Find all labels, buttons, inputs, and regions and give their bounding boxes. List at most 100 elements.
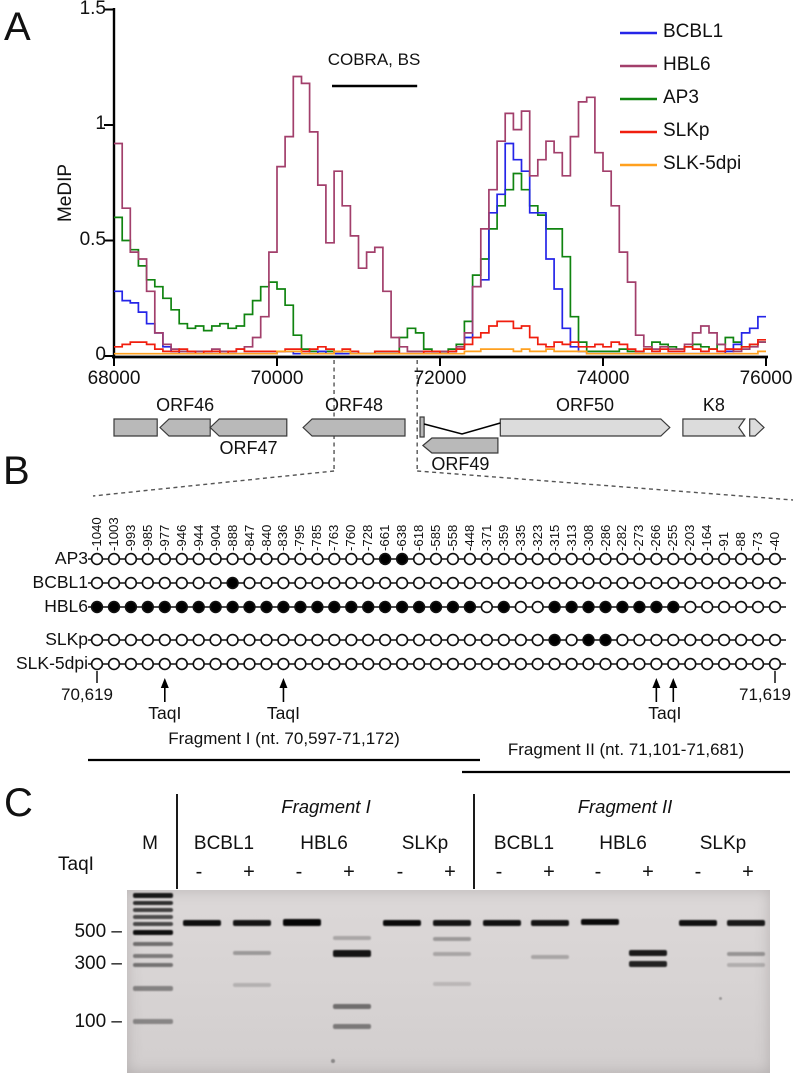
size-marker-100: 100 – (74, 1011, 122, 1032)
ladder-band (133, 893, 173, 898)
row-label-slkp: SLKp (45, 629, 88, 649)
methylation-circle-bcbl1--993 (124, 576, 138, 590)
methylation-circle-slk-5dpi--993 (124, 657, 138, 671)
methylation-circle-bcbl1--286 (599, 576, 612, 590)
methylation-circle-hbl6--164 (700, 600, 714, 614)
methylation-circle-bcbl1--977 (158, 576, 172, 590)
methylation-circle-hbl6--840 (260, 600, 273, 614)
cpg-position-label: -760 (343, 524, 359, 551)
gel-band (679, 920, 717, 926)
cpg-position-label: -836 (275, 524, 291, 551)
methylation-circle-slkp--313 (565, 633, 578, 647)
dashed-diagonal-right (417, 470, 794, 501)
cpg-position-label: -164 (699, 524, 715, 551)
cpg-position-label: -618 (411, 524, 427, 551)
methylation-circle-slk-5dpi--273 (633, 657, 646, 671)
methylation-circle-ap3--448 (463, 552, 477, 566)
cpg-position-label: -795 (292, 524, 308, 551)
dashed-diagonal-left (92, 470, 335, 497)
gene-label-orf48: ORF48 (325, 395, 384, 415)
methylation-circle-ap3--904 (209, 552, 222, 566)
cpg-position-label: -273 (631, 524, 647, 551)
methylation-circle-hbl6--448 (463, 600, 477, 614)
methylation-circle-hbl6--1003 (107, 600, 121, 614)
methylation-circle-bcbl1--728 (362, 576, 375, 590)
methylation-circle-slk-5dpi--785 (311, 657, 324, 671)
gene-orf47 (209, 418, 288, 437)
taqi-plus-sign: + (243, 861, 255, 883)
methylation-circle-hbl6--286 (599, 600, 612, 614)
taqi-plus-sign: + (444, 861, 456, 883)
methylation-circle-hbl6--203 (684, 600, 697, 614)
y-tick-label: 1.5 (79, 0, 106, 19)
methylation-circle-bcbl1--203 (684, 576, 697, 590)
methylation-circle-hbl6--638 (395, 600, 409, 614)
methylation-circle-bcbl1--836 (277, 576, 290, 590)
methylation-circle-slk-5dpi--448 (463, 657, 477, 671)
gene-box (113, 418, 158, 437)
gel-band (433, 920, 471, 926)
methylation-circle-slk-5dpi--323 (531, 657, 544, 671)
cpg-position-label: -904 (207, 524, 223, 551)
gene-box (749, 418, 765, 437)
methylation-circle-ap3--618 (412, 552, 426, 566)
methylation-circle-slkp--728 (362, 633, 375, 647)
methylation-circle-bcbl1--638 (395, 576, 409, 590)
gel-band (383, 920, 421, 926)
methylation-circle-hbl6--836 (277, 600, 290, 614)
gel-band (531, 955, 569, 959)
methylation-circle-slk-5dpi--728 (362, 657, 375, 671)
methylation-circle-slk-5dpi--558 (446, 657, 460, 671)
gel-band (183, 920, 221, 926)
taqi-arrow-head (652, 678, 661, 688)
methylation-circle-slk-5dpi--661 (378, 657, 392, 671)
gene-label-orf46: ORF46 (156, 395, 215, 415)
methylation-circle-bcbl1--308 (582, 576, 595, 590)
taqi-site-label: TaqI (648, 703, 682, 723)
methylation-circle-slk-5dpi--371 (480, 657, 493, 671)
series-path-bcbl1 (114, 142, 766, 355)
methylation-circle-slk-5dpi--88 (734, 657, 748, 671)
cpg-position-label: -1040 (89, 517, 104, 551)
legend-label-slk-5dpi: SLK-5dpi (663, 153, 742, 174)
methylation-circle-slkp--977 (158, 633, 172, 647)
methylation-circle-slkp--282 (616, 633, 629, 647)
ladder-band (133, 922, 173, 926)
methylation-circle-ap3--91 (717, 552, 731, 566)
gel-band (483, 920, 521, 926)
methylation-circle-bcbl1--785 (311, 576, 324, 590)
gel-band (727, 952, 765, 956)
methylation-circle-bcbl1--40 (768, 576, 782, 590)
methylation-circle-slk-5dpi--760 (345, 657, 358, 671)
methylation-circle-slkp--359 (497, 633, 510, 647)
cobra-bs-annotation: COBRA, BS (327, 50, 421, 69)
methylation-circle-hbl6--795 (294, 600, 307, 614)
group-title-2: Fragment II (577, 796, 673, 817)
methylation-circle-hbl6--946 (175, 600, 189, 614)
methylation-circle-bcbl1--1003 (107, 576, 121, 590)
methylation-circle-bcbl1--661 (378, 576, 392, 590)
gel-speck (331, 1059, 335, 1063)
methylation-circle-ap3--993 (124, 552, 138, 566)
taqi-plus-sign: + (543, 861, 555, 883)
methylation-circle-slk-5dpi--282 (616, 657, 629, 671)
methylation-circle-slk-5dpi--985 (141, 657, 155, 671)
methylation-circle-hbl6--1040 (90, 600, 104, 614)
methylation-circle-slkp--315 (548, 633, 561, 647)
cpg-position-label: -638 (394, 524, 410, 551)
methylation-circle-slk-5dpi--840 (260, 657, 273, 671)
region-end-coordinate: 71,619 (739, 685, 791, 704)
methylation-circle-bcbl1--840 (260, 576, 273, 590)
methylation-circle-hbl6--728 (362, 600, 375, 614)
methylation-circle-ap3--785 (311, 552, 324, 566)
cpg-position-label: -728 (360, 524, 376, 551)
methylation-circle-hbl6--323 (531, 600, 544, 614)
size-marker-500: 500 – (74, 921, 122, 942)
methylation-circle-slkp--255 (667, 633, 680, 647)
methylation-circle-slkp--661 (378, 633, 392, 647)
methylation-circle-bcbl1--1040 (90, 576, 104, 590)
methylation-circle-slk-5dpi--266 (650, 657, 663, 671)
methylation-circle-hbl6--585 (429, 600, 443, 614)
gel-band (233, 951, 271, 955)
methylation-circle-hbl6--888 (226, 600, 239, 614)
